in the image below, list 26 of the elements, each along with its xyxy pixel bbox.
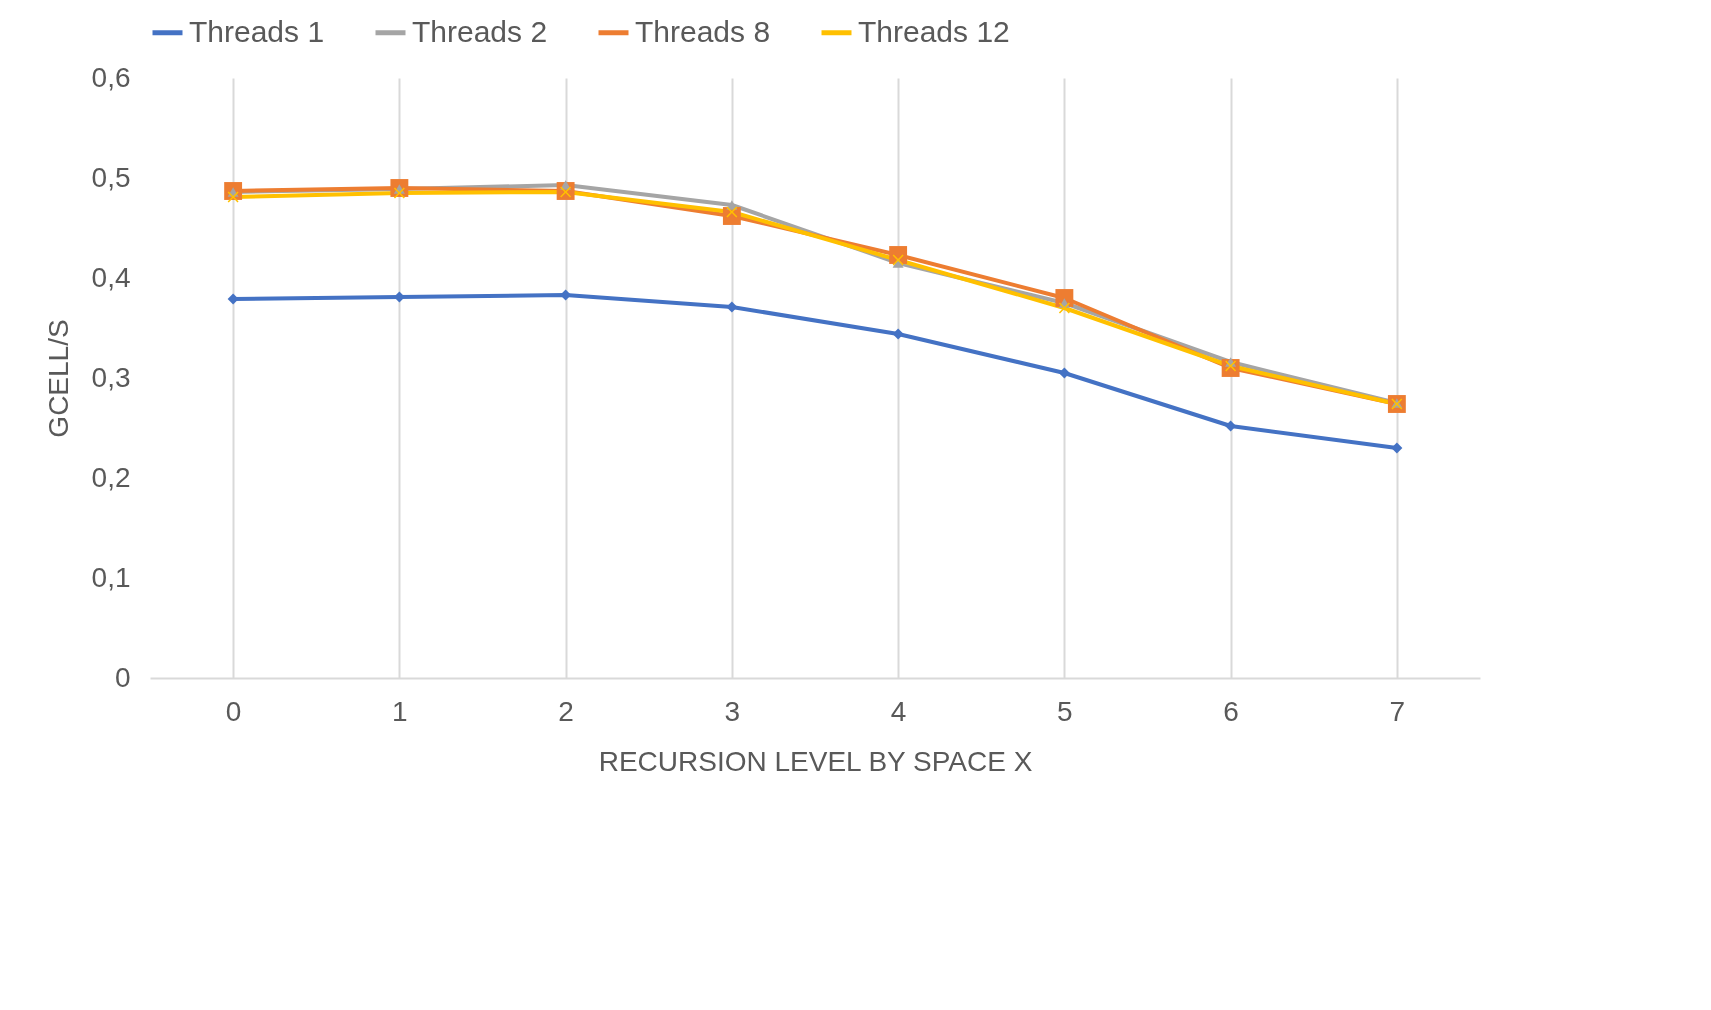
- x-tick-label: 7: [1389, 695, 1406, 727]
- y-tick-label: 0,5: [91, 161, 131, 193]
- legend-label: Threads 12: [858, 14, 1010, 48]
- point: [1058, 367, 1070, 379]
- x-tick-label: 5: [1057, 695, 1073, 727]
- x-tick-label: 2: [558, 695, 574, 727]
- x-axis-title: RECURSION LEVEL BY SPACE X: [598, 745, 1033, 777]
- legend-label: Threads 8: [635, 14, 771, 48]
- legend-label: Threads 1: [189, 14, 325, 48]
- y-tick-label: 0: [114, 661, 131, 693]
- y-tick-label: 0,1: [91, 561, 131, 593]
- x-tick-label: 0: [225, 695, 242, 727]
- point: [726, 301, 738, 313]
- point: [1058, 302, 1070, 314]
- point: [1391, 442, 1403, 454]
- x-tick-label: 6: [1223, 695, 1239, 727]
- y-tick-label: 0,6: [91, 61, 131, 93]
- y-axis-title: GCELL/S: [42, 319, 74, 438]
- legend-label: Threads 2: [412, 14, 548, 48]
- x-tick-label: 4: [890, 695, 907, 727]
- x-tick-label: 1: [392, 695, 408, 727]
- y-tick-label: 0,3: [91, 361, 131, 393]
- point: [892, 328, 904, 340]
- y-tick-label: 0,2: [91, 461, 131, 493]
- y-tick-label: 0,4: [91, 261, 131, 293]
- x-tick-label: 3: [724, 695, 741, 727]
